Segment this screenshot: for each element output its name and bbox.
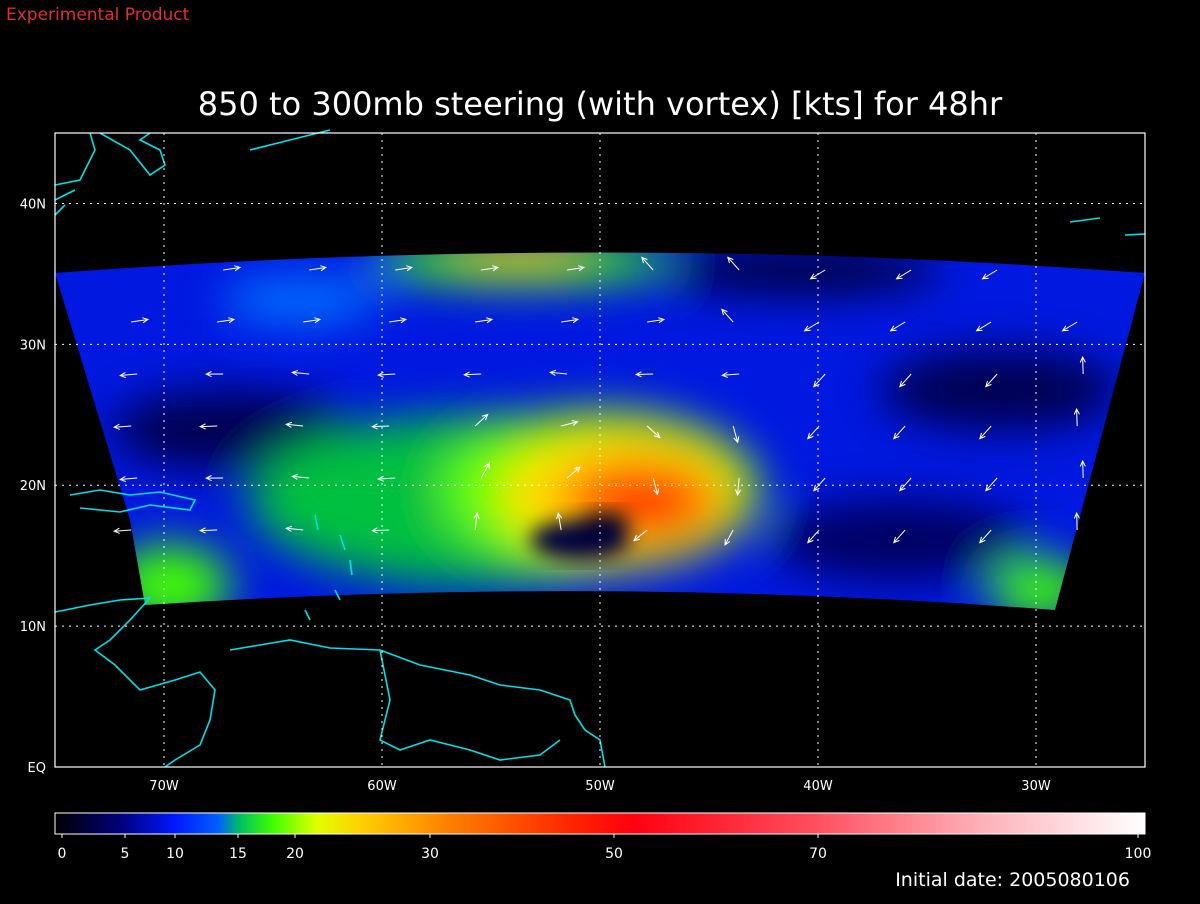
wind-arrow [895,269,912,280]
colorbar [54,812,1146,835]
wind-arrow [807,529,820,544]
wind-arrow [893,529,906,544]
wind-arrow [481,265,500,272]
wind-arrow [474,413,489,427]
wind-arrow [303,317,322,324]
lat-tick-label: 20N [20,479,46,494]
wind-arrow [979,529,992,544]
initial-date: Initial date: 2005080106 [895,869,1130,891]
wind-arrow [371,527,390,534]
wind-arrow [807,425,820,440]
wind-arrow [291,369,310,376]
wind-arrow [803,321,820,332]
wind-arrow [561,317,580,324]
wind-arrow [641,256,654,271]
colorbar-tick-label: 20 [286,846,304,862]
wind-arrow [223,265,242,272]
wind-arrow [463,371,482,378]
lon-tick-label: 50W [585,779,615,794]
wind-arrow [1061,321,1078,332]
wind-arrow [395,265,414,272]
wind-arrow [205,371,224,378]
map-title: 850 to 300mb steering (with vortex) [kts… [198,85,1003,123]
wind-arrow [377,371,396,378]
wind-arrow [813,477,826,492]
wind-arrow [724,529,734,546]
wind-arrow [1079,459,1086,479]
lon-tick-label: 60W [367,779,397,794]
lat-tick-label: 10N [20,620,46,635]
wind-arrow [975,321,992,332]
wind-arrow [1079,355,1086,375]
wind-arrow [285,525,304,532]
axes: EQ 10N 20N 30N 40N 70W 60W 50W 40W 30W [20,133,1145,794]
wind-arrow [647,317,666,324]
coastlines [54,129,1146,768]
colorbar-tick-label: 15 [229,846,247,862]
wind-arrow [561,420,579,427]
wind-arrow [113,527,132,534]
lat-tick-label: EQ [28,761,46,776]
lat-tick-label: 30N [20,338,46,353]
wind-arrow [899,373,912,388]
wind-arrow [285,421,304,428]
product-label: Experimental Product [6,5,190,25]
colorbar-tick-label: 30 [421,846,439,862]
wind-arrow [889,321,906,332]
wind-arrow [119,475,138,483]
wind-arrow [727,256,740,271]
wind-arrow [549,369,568,376]
colorbar-tick-label: 50 [605,846,623,862]
lon-tick-label: 40W [803,779,833,794]
colorbar-tick-label: 100 [1125,846,1152,862]
wind-arrow [567,265,586,272]
wind-arrow [633,529,648,542]
wind-arrow [199,423,218,430]
wind-arrow [199,527,218,534]
wind-arrow [131,317,150,324]
wind-arrow [473,511,480,531]
wind-arrow [389,317,408,324]
colorbar-tick-label: 10 [166,846,184,862]
wind-arrow [646,425,661,439]
wind-arrow [985,373,998,388]
wind-arrow [893,425,906,440]
wind-arrow [981,269,998,280]
wind-arrow [721,371,740,378]
wind-arrows [113,256,1086,546]
wind-arrow [309,265,328,272]
lon-tick-label: 70W [149,779,179,794]
colorbar-ticks: 0 5 10 15 20 30 50 70 100 [58,834,1152,862]
wind-arrow [721,308,734,323]
wind-arrow [1073,407,1080,427]
wind-arrow [119,371,138,379]
wind-field [55,252,1145,610]
colorbar-tick-label: 0 [58,846,67,862]
wind-arrow [556,512,563,531]
wind-arrow [480,462,490,479]
wind-arrow [985,477,998,492]
colorbar-tick-label: 70 [809,846,827,862]
wind-arrow [217,317,236,324]
wind-arrow [734,477,742,497]
wind-arrow [291,473,310,480]
wind-arrow [635,371,654,378]
lat-tick-label: 40N [20,197,46,212]
wind-arrow [979,425,992,440]
colorbar-tick-label: 5 [121,846,130,862]
wind-arrow [205,475,224,482]
lon-tick-label: 30W [1021,779,1051,794]
wind-arrow [1073,511,1080,531]
wind-arrow [371,423,390,430]
wind-arrow [566,466,581,479]
wind-arrow [113,423,132,430]
wind-arrow [475,317,494,324]
wind-arrow [899,477,912,492]
wind-arrow [652,477,660,496]
wind-arrow [732,425,740,444]
